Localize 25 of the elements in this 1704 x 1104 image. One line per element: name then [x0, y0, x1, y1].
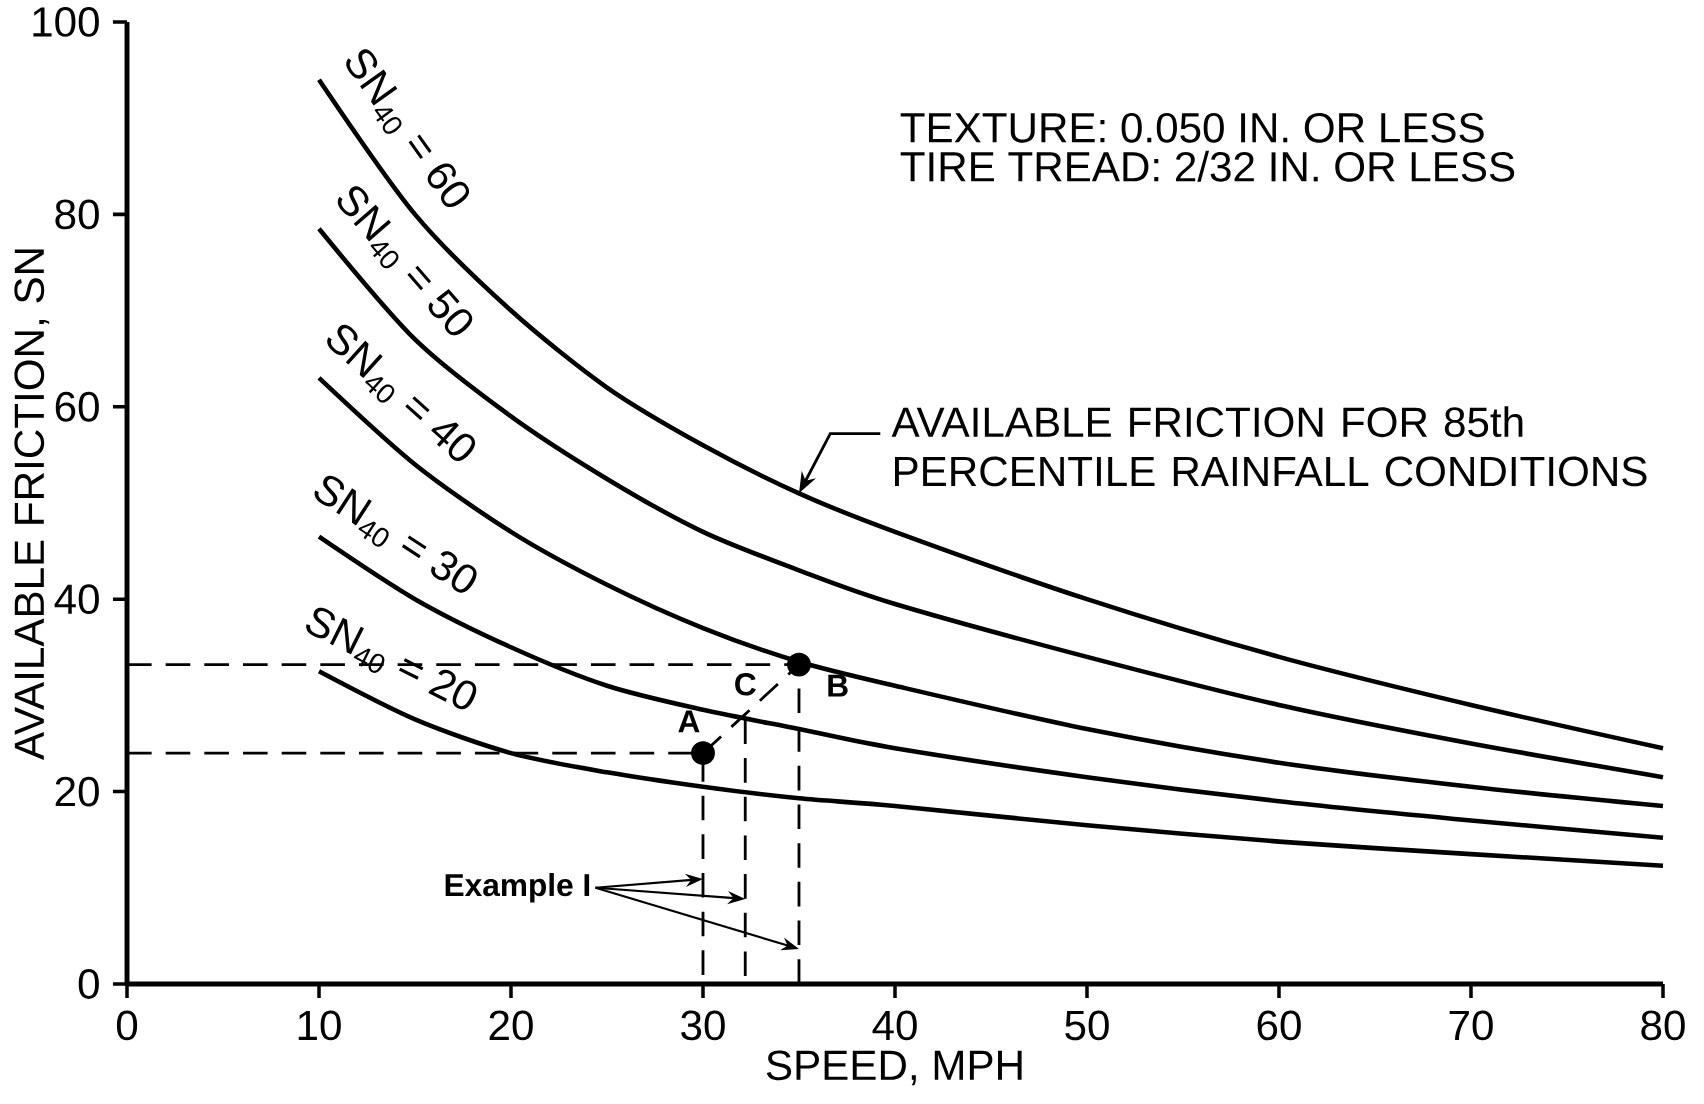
x-tick-label: 80 [1641, 1010, 1685, 1041]
y-tick-label: 80 [55, 199, 99, 230]
annotation: B [828, 674, 848, 697]
x-tick-label: 50 [1065, 1010, 1109, 1041]
y-tick-label: 100 [33, 7, 99, 37]
x-tick-label: 40 [872, 1010, 917, 1041]
y-axis-title: AVAILABLE FRICTION, SN [14, 249, 50, 760]
y-tick-label: 60 [55, 391, 99, 422]
annotation: C [735, 673, 756, 696]
x-tick-label: 0 [116, 1010, 138, 1041]
x-tick-label: 70 [1449, 1010, 1493, 1041]
annotation: A [678, 710, 700, 733]
x-axis-title: SPEED, MPH [766, 1050, 1022, 1086]
annotation: Example I [445, 873, 590, 903]
y-tick-label: 40 [54, 584, 99, 615]
annotation: TIRE TREAD: 2/32 IN. OR LESS [900, 150, 1515, 182]
annotation: TEXTURE: 0.050 IN. OR LESS [900, 112, 1484, 143]
x-tick-label: 20 [489, 1010, 533, 1041]
y-tick-label: 20 [55, 776, 99, 807]
x-tick-label: 60 [1257, 1010, 1301, 1041]
x-tick-label: 10 [298, 1010, 341, 1041]
x-tick-label: 30 [681, 1010, 725, 1041]
text: SN$_{40}$ = 30 [314, 475, 477, 593]
y-tick-label: 0 [78, 969, 99, 999]
annotation: AVAILABLE FRICTION FOR 85th PERCENTILE RAINFALL CONDITIONS [891, 406, 1647, 487]
